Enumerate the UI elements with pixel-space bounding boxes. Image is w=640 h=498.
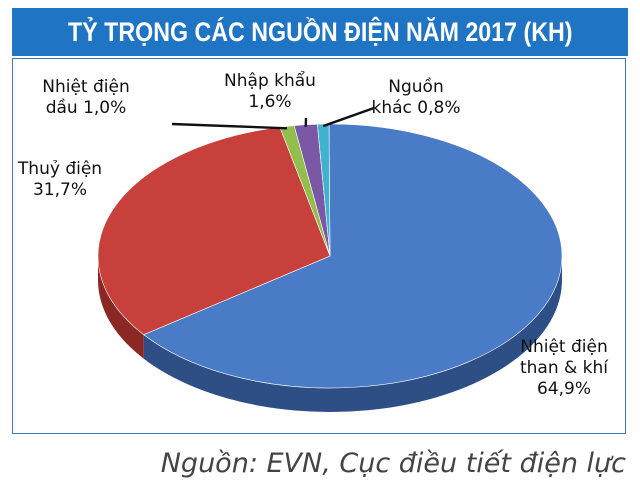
leader-line-2: [171, 122, 288, 130]
pie-sides: [98, 256, 562, 412]
leader-line-4: [322, 106, 375, 128]
chart-title: TỶ TRỌNG CÁC NGUỒN ĐIỆN NĂM 2017 (KH): [12, 8, 628, 56]
slice-label-line: Nhiệt điện: [520, 337, 608, 357]
slice-label-line: than & khí: [520, 358, 609, 378]
slice-label-line: Thuỷ điện: [17, 159, 102, 179]
slice-label-line: 31,7%: [33, 180, 87, 200]
pie-slice-0: [143, 123, 563, 389]
slice-label-0: Nhiệt điện than & khí 64,9%: [520, 337, 609, 399]
pie-chart: Nhiệt điện than & khí 64,9%Thuỷ điện 31,7%N…: [17, 70, 609, 412]
slice-label-line: dầu 1,0%: [46, 97, 127, 118]
slice-label-line: Nhiệt điện: [42, 77, 130, 97]
slice-label-2: Nhiệt điện dầu 1,0%: [42, 77, 130, 118]
pie-slices: [97, 123, 563, 389]
pie-slice-side-0: [143, 256, 562, 412]
source-note: Nguồn: EVN, Cục điều tiết điện lực: [160, 448, 626, 479]
slice-label-1: Thuỷ điện 31,7%: [17, 159, 102, 200]
pie-slice-1: [97, 126, 331, 336]
slice-label-line: Nguồn: [388, 76, 443, 97]
slice-labels: Nhiệt điện than & khí 64,9%Thuỷ điện 31,7%N…: [17, 70, 609, 399]
slice-label-line: khác 0,8%: [372, 98, 461, 118]
slice-label-line: 64,9%: [537, 379, 591, 399]
slice-label-4: Nguồn khác 0,8%: [372, 76, 461, 118]
pie-slice-side-1: [98, 256, 144, 359]
slice-label-line: Nhập khẩu: [224, 70, 316, 91]
leader-lines: [171, 106, 375, 130]
slice-label-3: Nhập khẩu 1,6%: [224, 70, 316, 112]
slice-label-line: 1,6%: [248, 92, 291, 112]
